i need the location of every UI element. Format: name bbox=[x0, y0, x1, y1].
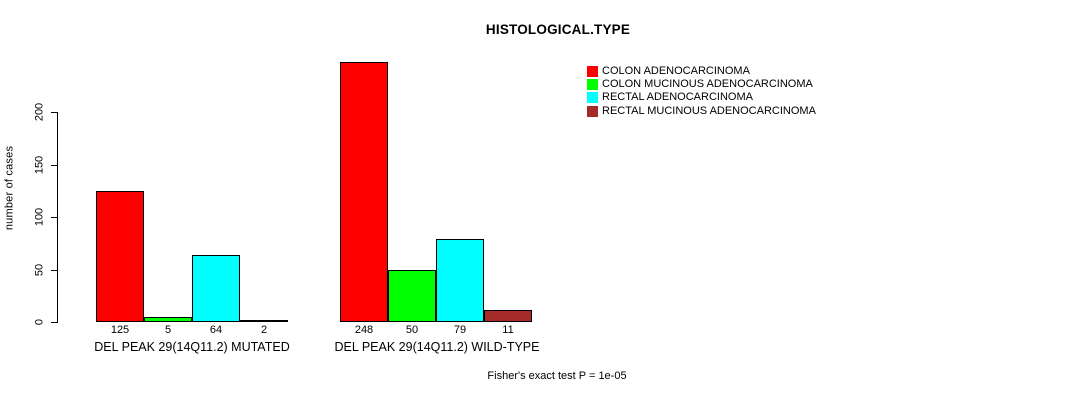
bar-value-label: 79 bbox=[453, 324, 467, 336]
group-label-wildtype: DEL PEAK 29(14Q11.2) WILD-TYPE bbox=[334, 340, 540, 354]
y-axis-tick bbox=[51, 112, 57, 113]
legend-swatch-rectal-mucinous-adenocarcinoma bbox=[587, 105, 598, 117]
bar-value-label: 64 bbox=[209, 324, 223, 336]
bar-rectal-adenocarcinoma bbox=[192, 254, 240, 322]
legend-item: COLON ADENOCARCINOMA bbox=[587, 65, 816, 78]
y-axis-tick-label: 100 bbox=[33, 207, 46, 227]
legend-label: COLON ADENOCARCINOMA bbox=[602, 65, 750, 78]
y-axis-tick bbox=[51, 217, 57, 218]
bar-value-label: 125 bbox=[110, 324, 130, 336]
chart-title: HISTOLOGICAL.TYPE bbox=[485, 22, 631, 37]
y-axis-tick bbox=[51, 269, 57, 271]
bar-rectal-adenocarcinoma bbox=[436, 239, 484, 322]
legend: COLON ADENOCARCINOMA COLON MUCINOUS ADEN… bbox=[587, 65, 816, 118]
bar-value-label: 50 bbox=[405, 324, 419, 336]
group-label-mutated: DEL PEAK 29(14Q11.2) MUTATED bbox=[94, 340, 290, 354]
fisher-test-annotation: Fisher's exact test P = 1e-05 bbox=[487, 370, 627, 382]
y-axis-tick-label: 200 bbox=[33, 102, 46, 122]
legend-label: COLON MUCINOUS ADENOCARCINOMA bbox=[602, 78, 813, 91]
bar-value-label: 5 bbox=[164, 324, 172, 336]
y-axis-line bbox=[57, 112, 58, 323]
y-axis-tick bbox=[51, 322, 57, 323]
bar-value-label: 2 bbox=[260, 324, 268, 336]
legend-label: RECTAL MUCINOUS ADENOCARCINOMA bbox=[602, 104, 816, 117]
legend-item: RECTAL ADENOCARCINOMA bbox=[587, 91, 816, 104]
bar-rectal-mucinous-adenocarcinoma bbox=[240, 319, 288, 322]
bar-colon-mucinous-adenocarcinoma bbox=[388, 269, 436, 322]
y-axis-tick bbox=[51, 164, 57, 166]
y-axis-label: number of cases bbox=[3, 145, 16, 231]
bar-value-label: 248 bbox=[354, 324, 374, 336]
bar-colon-adenocarcinoma bbox=[96, 190, 144, 322]
bar-rectal-mucinous-adenocarcinoma bbox=[484, 310, 532, 322]
legend-item: COLON MUCINOUS ADENOCARCINOMA bbox=[587, 78, 816, 91]
bar-colon-mucinous-adenocarcinoma bbox=[144, 316, 192, 322]
legend-label: RECTAL ADENOCARCINOMA bbox=[602, 91, 753, 104]
y-axis-tick-label: 0 bbox=[33, 318, 46, 326]
bar-value-label: 11 bbox=[502, 324, 514, 336]
y-axis-tick-label: 50 bbox=[33, 263, 46, 276]
y-axis-tick-label: 150 bbox=[33, 155, 46, 174]
legend-swatch-rectal-adenocarcinoma bbox=[587, 92, 598, 104]
legend-swatch-colon-mucinous-adenocarcinoma bbox=[587, 79, 598, 91]
bar-colon-adenocarcinoma bbox=[340, 61, 388, 322]
legend-item: RECTAL MUCINOUS ADENOCARCINOMA bbox=[587, 105, 816, 118]
legend-swatch-colon-adenocarcinoma bbox=[587, 66, 598, 78]
